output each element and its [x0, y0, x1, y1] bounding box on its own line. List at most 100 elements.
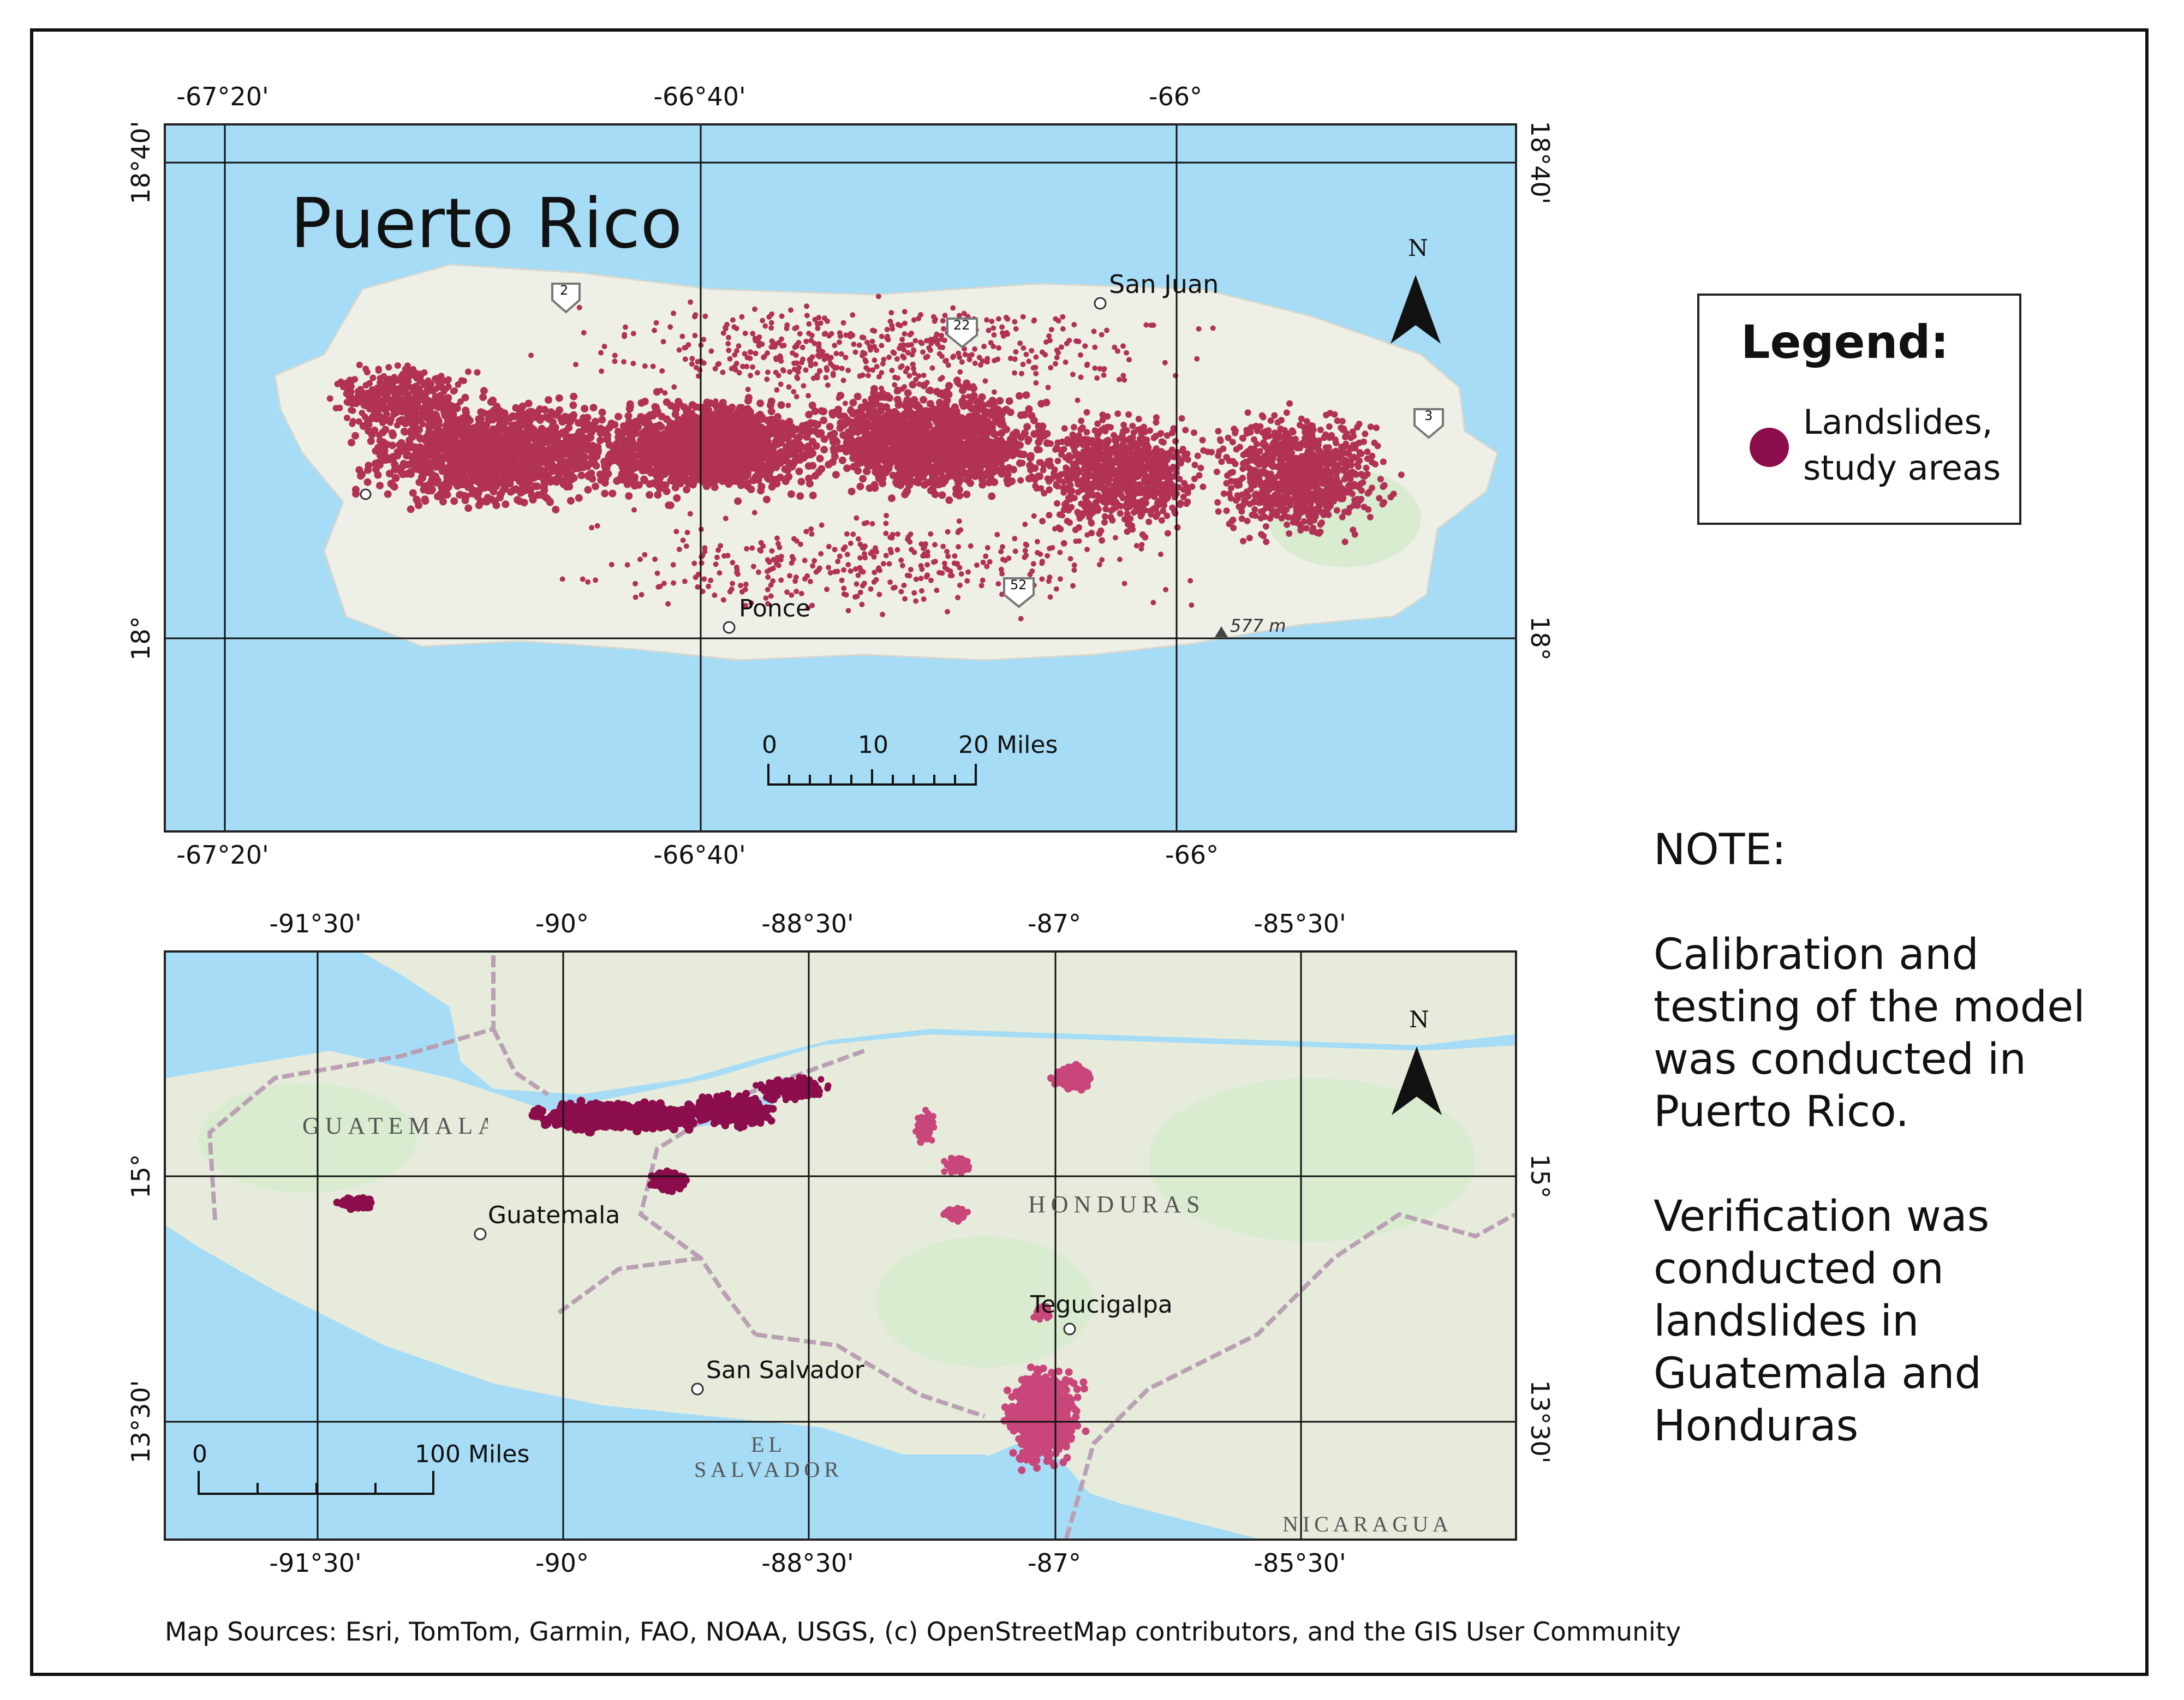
landslide-point [915, 460, 923, 469]
landslide-point [845, 441, 853, 450]
landslide-point [820, 408, 827, 416]
landslide-point [1180, 493, 1187, 500]
landslide-point [428, 450, 436, 458]
landslide-point [1061, 501, 1068, 508]
landslide-point [863, 468, 871, 475]
landslide-point [676, 421, 684, 429]
landslide-point [849, 399, 857, 407]
landslide-point [1153, 454, 1160, 461]
landslide-point [1027, 466, 1034, 474]
landslide-point [592, 417, 599, 426]
landslide-point [1022, 391, 1030, 399]
landslide-point [964, 476, 972, 484]
landslide-point [675, 469, 683, 477]
landslide-point [371, 426, 379, 434]
landslide-point [945, 464, 953, 471]
landslide-point [422, 460, 431, 468]
landslide-point [1113, 482, 1120, 489]
landslide-point [524, 419, 533, 427]
landslide-point [1145, 518, 1153, 525]
landslide-point [615, 453, 623, 461]
landslide-point [1072, 435, 1079, 442]
landslide-point [589, 404, 598, 412]
landslide-point [1158, 472, 1165, 480]
landslide-point [719, 452, 727, 460]
landslide-point [724, 444, 732, 452]
landslide-point [888, 494, 896, 502]
landslide-point [476, 475, 484, 483]
landslide-point [1071, 494, 1078, 501]
landslide-point [1153, 414, 1160, 421]
landslide-point [859, 475, 867, 483]
landslide-point [457, 431, 466, 439]
landslide-point [857, 409, 866, 417]
landslide-point [443, 476, 451, 484]
landslide-point [667, 476, 676, 484]
landslide-point [870, 389, 878, 397]
landslide-point [832, 471, 840, 479]
landslide-point [977, 443, 986, 451]
landslide-point [400, 427, 408, 435]
landslide-point [934, 405, 942, 413]
landslide-point [566, 458, 575, 466]
landslide-point [1017, 477, 1024, 484]
landslide-point [1129, 422, 1136, 429]
landslide-point [464, 504, 473, 512]
landslide-point [1178, 457, 1185, 464]
landslide-point [408, 442, 416, 450]
landslide-point [462, 416, 470, 424]
landslide-point [705, 411, 713, 419]
landslide-point [1093, 469, 1100, 476]
landslide-point [509, 431, 517, 439]
landslide-point [1041, 490, 1048, 496]
landslide-point [831, 436, 839, 444]
landslide-point [405, 436, 414, 444]
landslide-point [898, 471, 906, 479]
landslide-point [1036, 446, 1043, 453]
landslide-point [1169, 463, 1177, 470]
landslide-point [892, 430, 900, 439]
landslide-point [544, 460, 552, 469]
landslide-point [484, 447, 492, 455]
landslide-point [1184, 456, 1191, 463]
landslide-point [734, 497, 742, 505]
landslide-point [750, 451, 758, 459]
landslide-point [456, 491, 464, 499]
landslide-point [752, 459, 760, 468]
landslide-point [1088, 520, 1095, 527]
landslide-point [796, 492, 804, 500]
landslide-point [1030, 416, 1038, 424]
landslide-point [618, 432, 626, 440]
landslide-point [461, 393, 469, 402]
landslide-point [1046, 463, 1053, 470]
landslide-point [575, 494, 583, 502]
puerto-rico-map[interactable]: Puerto Rico San Juan Ponce 2 22 52 3 577… [164, 123, 1517, 833]
landslide-point [416, 466, 424, 474]
landslide-point [496, 490, 504, 499]
landslide-point [566, 496, 575, 505]
landslide-point [443, 464, 451, 472]
landslide-point [656, 484, 664, 493]
landslide-point [788, 430, 796, 438]
landslide-point [541, 405, 548, 414]
landslide-point [1120, 484, 1127, 491]
landslide-point [981, 470, 989, 478]
landslide-point [437, 459, 445, 468]
landslide-point [1102, 506, 1109, 512]
landslide-point [809, 462, 817, 470]
landslide-point [445, 483, 452, 491]
landslide-point [372, 459, 379, 468]
landslide-point [1141, 423, 1147, 430]
landslide-point [581, 405, 589, 412]
landslide-point [665, 458, 673, 466]
landslide-point [767, 446, 774, 454]
landslide-point [1053, 482, 1060, 489]
landslide-point [1164, 530, 1171, 537]
landslide-point [415, 444, 423, 452]
landslide-point [516, 477, 524, 486]
landslide-point [828, 458, 837, 466]
landslide-point [560, 450, 569, 458]
landslide-point [803, 428, 811, 436]
landslide-point [749, 476, 757, 484]
landslide-point [598, 408, 606, 416]
